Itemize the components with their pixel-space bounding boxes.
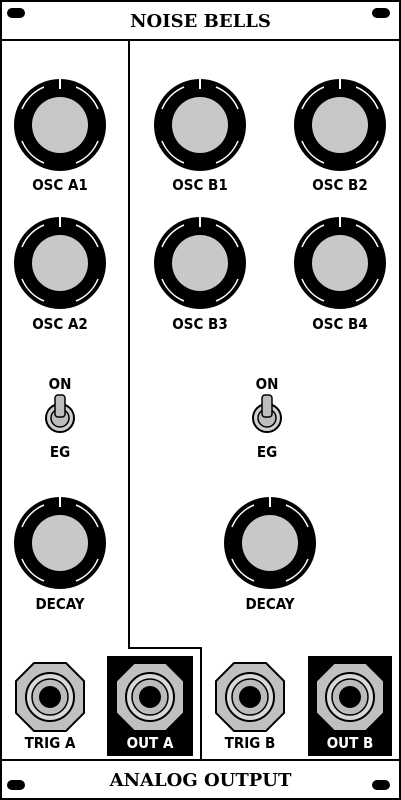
jack-label-out-a: OUT A — [127, 734, 174, 752]
knob-decay-b[interactable] — [223, 496, 317, 590]
jack-trig-b[interactable] — [215, 662, 285, 732]
knob-label-osc-b2: OSC B2 — [312, 176, 367, 194]
mounting-hole-tr — [372, 8, 390, 18]
switch-a-top-label: ON — [49, 375, 72, 393]
knob-label-osc-b1: OSC B1 — [172, 176, 227, 194]
knob-label-osc-b4: OSC B4 — [312, 315, 367, 333]
switch-a-bottom-label: EG — [50, 443, 70, 461]
knob-osc-b2[interactable] — [293, 78, 387, 172]
switch-b-top-label: ON — [256, 375, 279, 393]
jack-trig-a[interactable] — [15, 662, 85, 732]
mounting-hole-bl — [7, 780, 25, 790]
jack-label-trig-a: TRIG A — [25, 734, 76, 752]
jack-label-trig-b: TRIG B — [225, 734, 276, 752]
panel-title: NOISE BELLS — [130, 11, 271, 32]
knob-label-osc-b3: OSC B3 — [172, 315, 227, 333]
knob-label-decay-a: DECAY — [35, 595, 84, 613]
jack-label-out-b: OUT B — [327, 734, 374, 752]
knob-osc-a2[interactable] — [13, 216, 107, 310]
knob-label-decay-b: DECAY — [245, 595, 294, 613]
knob-osc-b1[interactable] — [153, 78, 247, 172]
mounting-hole-br — [372, 780, 390, 790]
jack-out-a[interactable] — [115, 662, 185, 732]
knob-label-osc-a1: OSC A1 — [32, 176, 88, 194]
knob-osc-a1[interactable] — [13, 78, 107, 172]
knob-label-osc-a2: OSC A2 — [32, 315, 88, 333]
knob-osc-b3[interactable] — [153, 216, 247, 310]
jack-out-b[interactable] — [315, 662, 385, 732]
panel-footer-title: ANALOG OUTPUT — [109, 770, 292, 791]
knob-osc-b4[interactable] — [293, 216, 387, 310]
switch-b-bottom-label: EG — [257, 443, 277, 461]
knob-decay-a[interactable] — [13, 496, 107, 590]
mounting-hole-tl — [7, 8, 25, 18]
